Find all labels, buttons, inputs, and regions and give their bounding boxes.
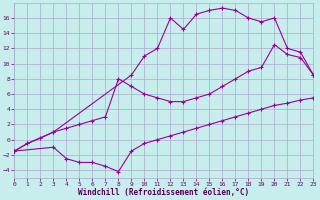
- X-axis label: Windchill (Refroidissement éolien,°C): Windchill (Refroidissement éolien,°C): [78, 188, 250, 197]
